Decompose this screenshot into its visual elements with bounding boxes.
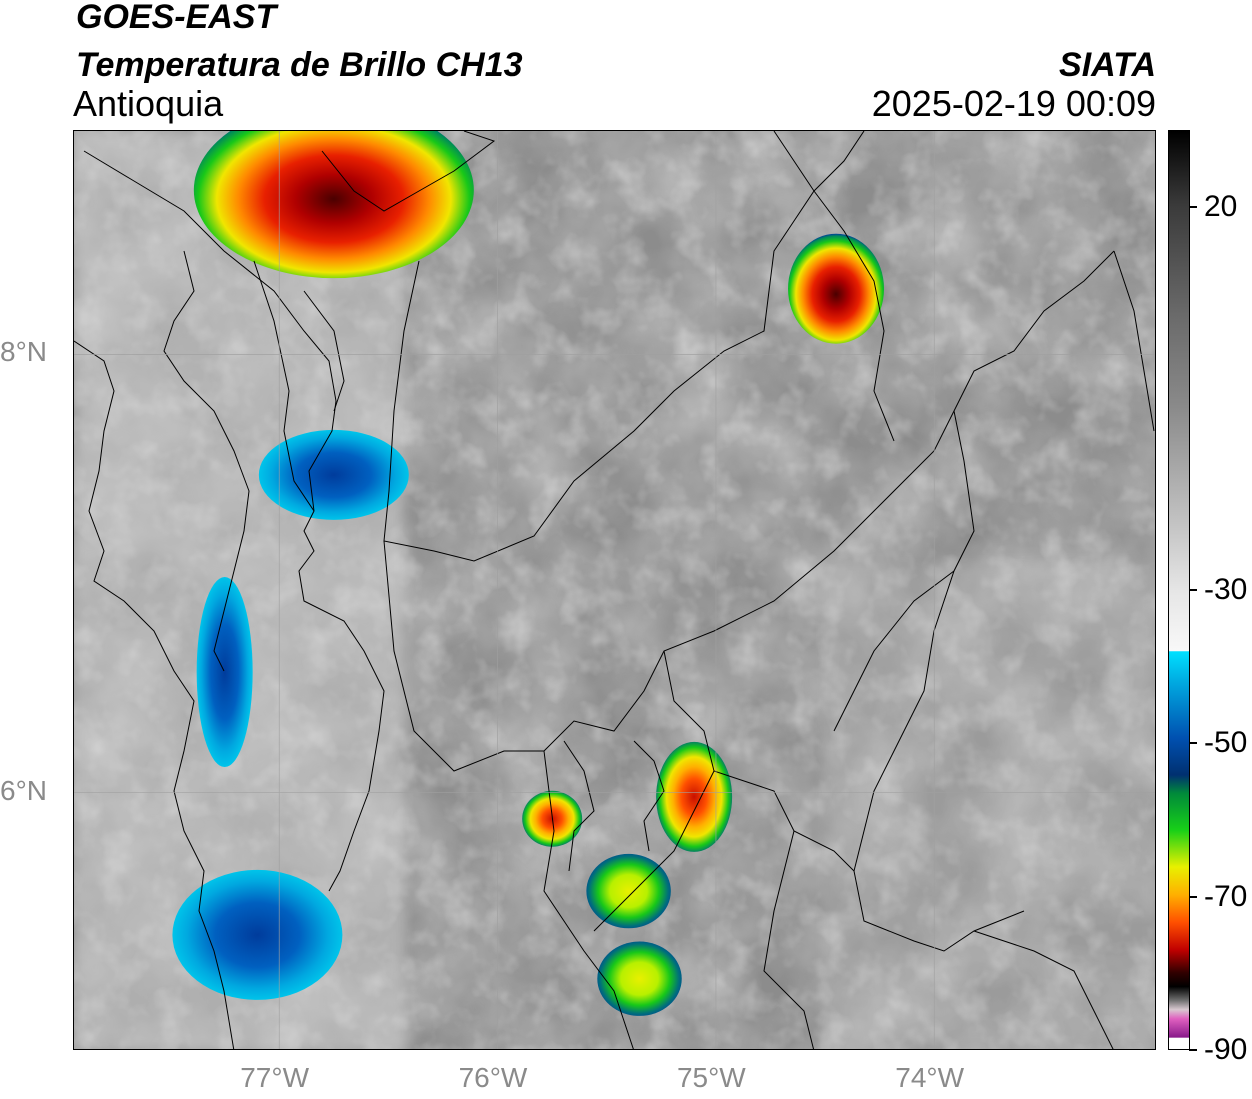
gridlines bbox=[74, 131, 1155, 1049]
cell-south-a bbox=[586, 853, 671, 929]
y-tick-label: 8°N bbox=[0, 336, 47, 368]
colorbar-tick-label: -30 bbox=[1204, 573, 1248, 606]
colorbar-tick-label: -50 bbox=[1204, 726, 1248, 760]
cell-choco-central bbox=[196, 577, 253, 768]
x-tick-label: 74°W bbox=[895, 1062, 965, 1093]
colorbar-tick bbox=[1189, 742, 1197, 745]
cell-south-b bbox=[597, 941, 682, 1016]
cell-northeast bbox=[788, 233, 885, 344]
map-canvas bbox=[74, 131, 1155, 1049]
datetime-label: 2025-02-19 00:09 bbox=[871, 83, 1156, 124]
cell-choco-north bbox=[258, 429, 409, 520]
cell-north-coast bbox=[193, 131, 474, 279]
colorbar-tick bbox=[1189, 895, 1197, 898]
colorbar-tick bbox=[1189, 1049, 1197, 1051]
y-tick-label: 6°N bbox=[0, 774, 47, 806]
cell-choco-south bbox=[172, 869, 343, 1000]
x-tick-label: 77°W bbox=[240, 1062, 310, 1093]
cell-medellin-east bbox=[656, 741, 733, 852]
x-tick-label: 76°W bbox=[458, 1062, 528, 1093]
x-tick-label: 75°W bbox=[676, 1062, 746, 1093]
colorbar-tick-label: 20 bbox=[1204, 189, 1238, 223]
colorbar-tick bbox=[1189, 205, 1197, 208]
product-title: Temperatura de Brillo CH13 bbox=[76, 46, 523, 84]
satellite-map[interactable] bbox=[73, 130, 1156, 1050]
colorbar-tick-label: -70 bbox=[1204, 879, 1248, 913]
colorbar-tick-label: -90 bbox=[1204, 1033, 1248, 1066]
agency-label: SIATA bbox=[1059, 46, 1156, 84]
region-label: Antioquia bbox=[73, 83, 224, 124]
colorbar-tick bbox=[1189, 589, 1197, 591]
satellite-title: GOES-EAST bbox=[76, 0, 277, 36]
borders bbox=[74, 131, 1155, 1049]
colorbar bbox=[1168, 130, 1190, 1050]
